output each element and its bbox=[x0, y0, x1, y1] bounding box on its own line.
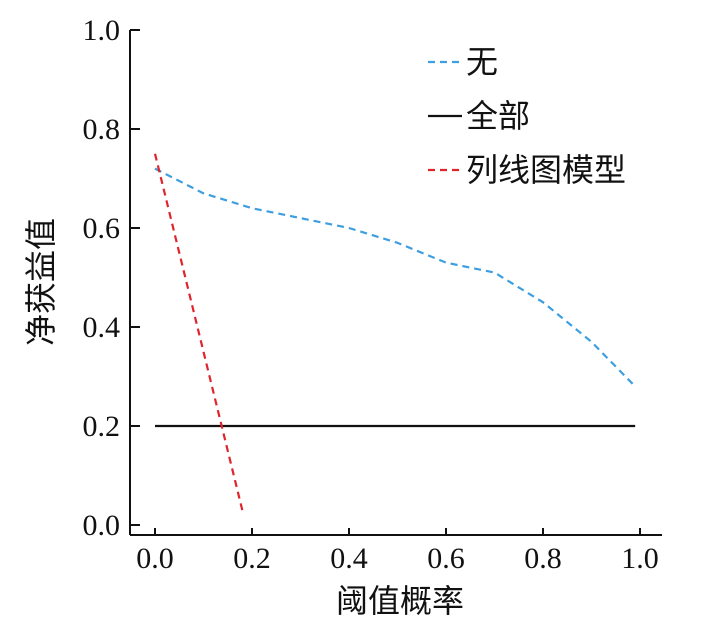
y-ticks: 0.0 0.2 0.4 0.6 0.8 1.0 bbox=[83, 14, 140, 542]
x-tick-label: 0.4 bbox=[330, 542, 368, 575]
y-axis-title: 净获益值 bbox=[23, 218, 59, 346]
series-line-1 bbox=[154, 167, 636, 388]
y-tick-label: 0.0 bbox=[83, 509, 121, 542]
y-tick-label: 0.4 bbox=[83, 311, 121, 344]
axes bbox=[129, 30, 662, 536]
series-layer bbox=[153, 153, 636, 511]
x-tick-label: 0.2 bbox=[233, 542, 271, 575]
series-line-3 bbox=[153, 153, 244, 511]
y-tick-label: 0.2 bbox=[83, 410, 121, 443]
x-ticks: 0.0 0.2 0.4 0.6 0.8 1.0 bbox=[136, 528, 659, 575]
x-tick-label: 0.6 bbox=[427, 542, 465, 575]
y-tick-label: 0.6 bbox=[83, 212, 121, 245]
legend-label-1: 无 bbox=[466, 44, 498, 80]
x-tick-label: 0.8 bbox=[524, 542, 562, 575]
y-tick-label: 0.8 bbox=[83, 113, 121, 146]
x-axis-title: 阈值概率 bbox=[336, 583, 464, 619]
y-tick-label: 1.0 bbox=[83, 14, 121, 47]
legend-label-2: 全部 bbox=[466, 98, 530, 134]
x-tick-label: 1.0 bbox=[621, 542, 659, 575]
x-tick-label: 0.0 bbox=[136, 542, 174, 575]
legend-label-3: 列线图模型 bbox=[466, 152, 626, 188]
